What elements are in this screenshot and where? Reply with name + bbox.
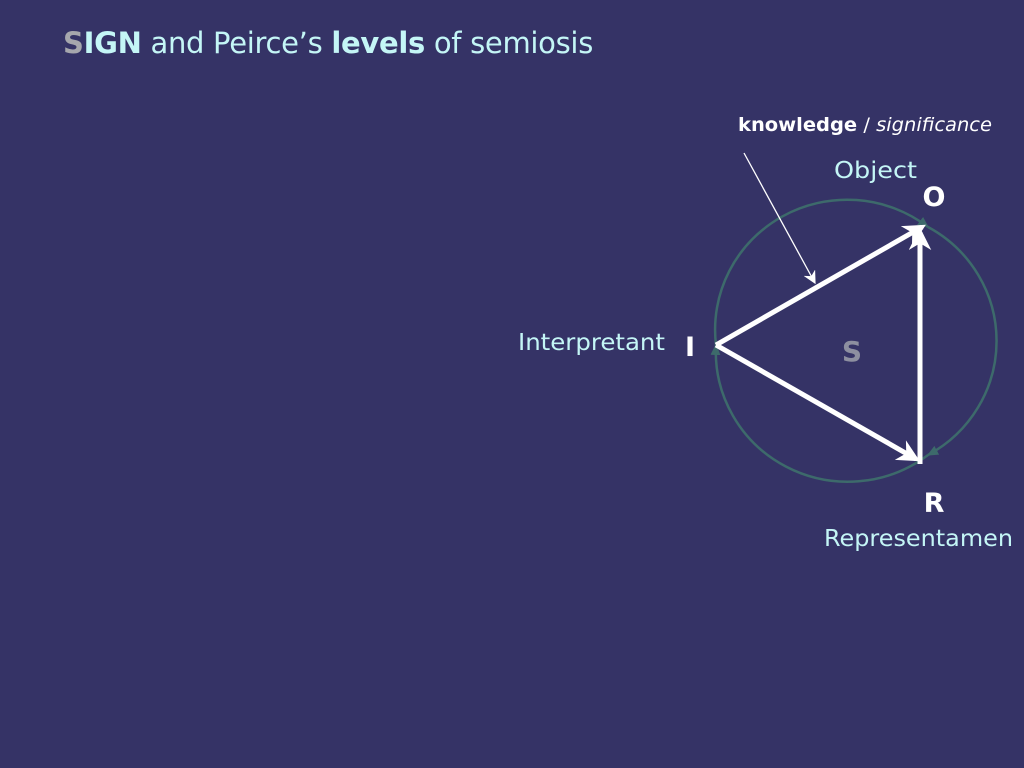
title-levels: levels (331, 26, 425, 60)
title-initial: S (63, 26, 84, 60)
slide-title: SIGN and Peirce’s levels of semiosis (63, 26, 593, 60)
center-sign-letter: S (842, 335, 862, 368)
arrow-interpretant-to-object (714, 224, 926, 348)
interpretant-letter: I (685, 332, 695, 363)
annotation-separator: / (857, 114, 876, 136)
cycle-arc-i-to-o (713, 198, 929, 346)
annotation-knowledge: knowledge (738, 114, 857, 136)
title-suffix: of semiosis (424, 26, 594, 60)
representamen-letter: R (924, 488, 945, 519)
knowledge-annotation: knowledge / significance (738, 114, 992, 136)
knowledge-pointer-arrow (743, 152, 816, 285)
arrow-interpretant-to-representamen (714, 342, 920, 462)
interpretant-label: Interpretant (518, 330, 665, 356)
title-sign: IGN (83, 26, 142, 60)
object-letter: O (923, 182, 946, 213)
cycle-arc-o-to-r (926, 225, 998, 457)
cycle-arc-r-to-i (710, 343, 929, 483)
title-and-peirce: and Peirce’s (141, 26, 332, 60)
annotation-significance: significance (876, 114, 992, 136)
object-label: Object (834, 158, 917, 184)
representamen-label: Representamen (824, 526, 1013, 552)
